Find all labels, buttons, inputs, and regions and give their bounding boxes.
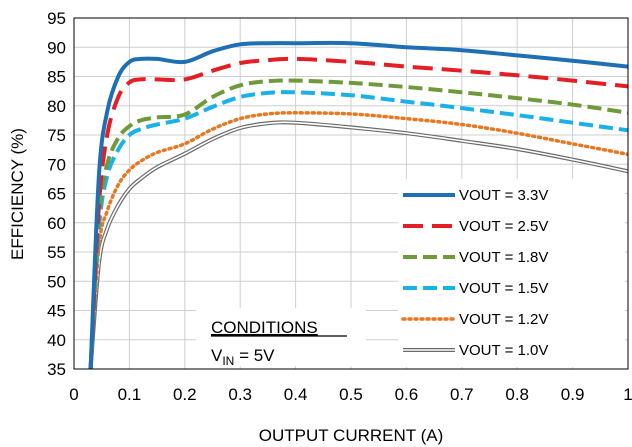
legend-label: VOUT = 1.2V	[459, 311, 548, 328]
y-tick-label: 75	[47, 126, 66, 145]
y-tick-label: 45	[47, 302, 66, 321]
x-tick-label: 0.4	[284, 385, 308, 404]
x-tick-label: 0.7	[450, 385, 474, 404]
x-tick-label: 0.1	[118, 385, 142, 404]
series-layer	[88, 40, 628, 369]
x-tick-label: 0.6	[395, 385, 419, 404]
y-tick-label: 40	[47, 331, 66, 350]
x-axis-title: OUTPUT CURRENT (A)	[259, 426, 444, 445]
conditions-heading: CONDITIONS	[211, 318, 318, 337]
legend: VOUT = 3.3V VOUT = 2.5V VOUT = 1.8V VOUT = …	[398, 179, 625, 367]
y-axis-title: EFFICIENCY (%)	[8, 128, 27, 260]
y-tick-label: 70	[47, 155, 66, 174]
legend-label: VOUT = 3.3V	[459, 187, 548, 204]
y-tick-label: 60	[47, 214, 66, 233]
conditions-box: CONDITIONS VIN = 5V	[196, 308, 366, 368]
y-tick-labels: 35 40 45 50 55 60 65 70 75 80 85 90 95	[47, 9, 66, 379]
legend-background	[398, 179, 625, 367]
vin-value: = 5V	[234, 346, 275, 365]
y-tick-label: 35	[47, 360, 66, 379]
conditions-vin: VIN = 5V	[211, 346, 275, 368]
y-tick-label: 85	[47, 68, 66, 87]
x-tick-label: 0.9	[561, 385, 585, 404]
legend-label: VOUT = 1.0V	[459, 342, 548, 359]
x-tick-label: 1	[623, 385, 632, 404]
series-line-vout-3-3v	[88, 40, 628, 369]
y-tick-label: 55	[47, 243, 66, 262]
vin-symbol: V	[211, 346, 223, 365]
series-line-vout-2-5v	[88, 56, 628, 369]
x-tick-label: 0.8	[505, 385, 529, 404]
vin-subscript: IN	[222, 354, 234, 368]
conditions-background	[196, 308, 366, 366]
legend-label: VOUT = 2.5V	[459, 218, 548, 235]
legend-label: VOUT = 1.8V	[459, 249, 548, 266]
y-tick-label: 95	[47, 9, 66, 28]
x-tick-labels: 0 0.1 0.2 0.3 0.4 0.5 0.6 0.7 0.8 0.9 1	[69, 385, 632, 404]
series-line-vout-1-5v	[88, 90, 628, 369]
series-line-vout-1-2v	[88, 111, 628, 369]
plot-frame	[73, 17, 629, 370]
series-line-vout-1-8v	[88, 78, 628, 369]
y-tick-label: 90	[47, 38, 66, 57]
x-tick-label: 0.5	[339, 385, 363, 404]
x-tick-label: 0	[69, 385, 78, 404]
legend-label: VOUT = 1.5V	[459, 280, 548, 297]
y-tick-label: 80	[47, 97, 66, 116]
x-tick-label: 0.3	[228, 385, 252, 404]
y-tick-label: 65	[47, 185, 66, 204]
series-line-vout-1-0v-inner	[89, 121, 628, 369]
x-tick-label: 0.2	[173, 385, 197, 404]
y-tick-label: 50	[47, 272, 66, 291]
